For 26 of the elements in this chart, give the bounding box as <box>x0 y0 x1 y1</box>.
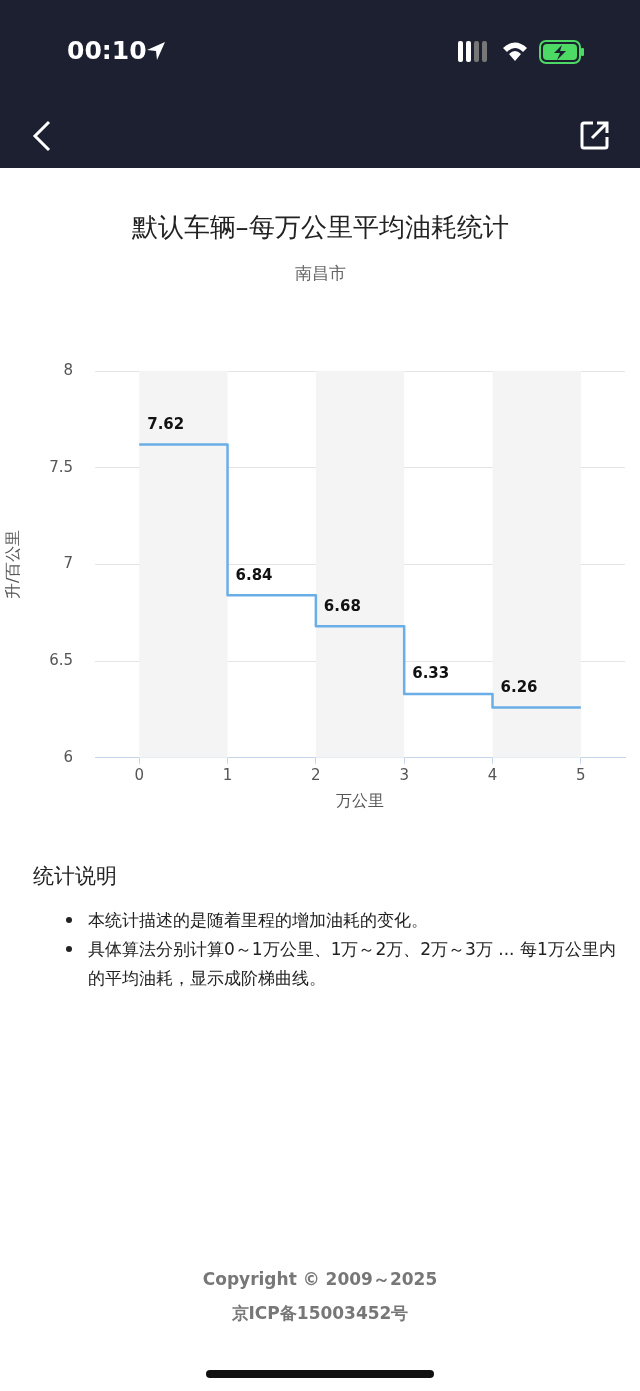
y-tick-label: 6.5 <box>49 650 74 669</box>
chart-title: 默认车辆–每万公里平均油耗统计 <box>130 211 510 244</box>
y-tick-label: 8 <box>63 360 74 379</box>
data-label: 6.26 <box>500 677 538 696</box>
y-tick-label: 7.5 <box>49 457 74 476</box>
x-tick-label: 2 <box>311 765 321 784</box>
y-tick-label: 7 <box>63 554 74 573</box>
x-tick-label: 4 <box>487 765 498 784</box>
data-label: 7.62 <box>147 414 185 433</box>
chart-subtitle: 南昌市 <box>293 262 347 285</box>
x-axis-title: 万公里 <box>336 790 385 810</box>
x-tick-label: 0 <box>134 765 144 784</box>
x-tick-label: 5 <box>576 765 586 784</box>
text: 00:10 <box>67 36 147 65</box>
x-tick-label: 1 <box>222 765 233 784</box>
data-label: 6.84 <box>235 565 273 584</box>
text: 京ICP备15003452号 <box>230 1302 410 1325</box>
text: 本统计描述的是随着里程的增加油耗的变化。 <box>88 909 429 932</box>
text: 具体算法分别计算0～1万公里、1万～2万、2万～3万 ... 每1万公里内的平均油耗，显示成阶梯曲线。 <box>88 938 617 990</box>
y-axis-title: 升/百公里 <box>2 529 22 600</box>
data-label: 6.33 <box>412 664 450 683</box>
data-label: 6.68 <box>323 596 361 615</box>
y-tick-label: 6 <box>63 747 74 766</box>
text: Copyright © 2009～2025 <box>201 1268 439 1291</box>
text: 统计说明 <box>33 863 117 890</box>
x-tick-label: 3 <box>399 765 409 784</box>
